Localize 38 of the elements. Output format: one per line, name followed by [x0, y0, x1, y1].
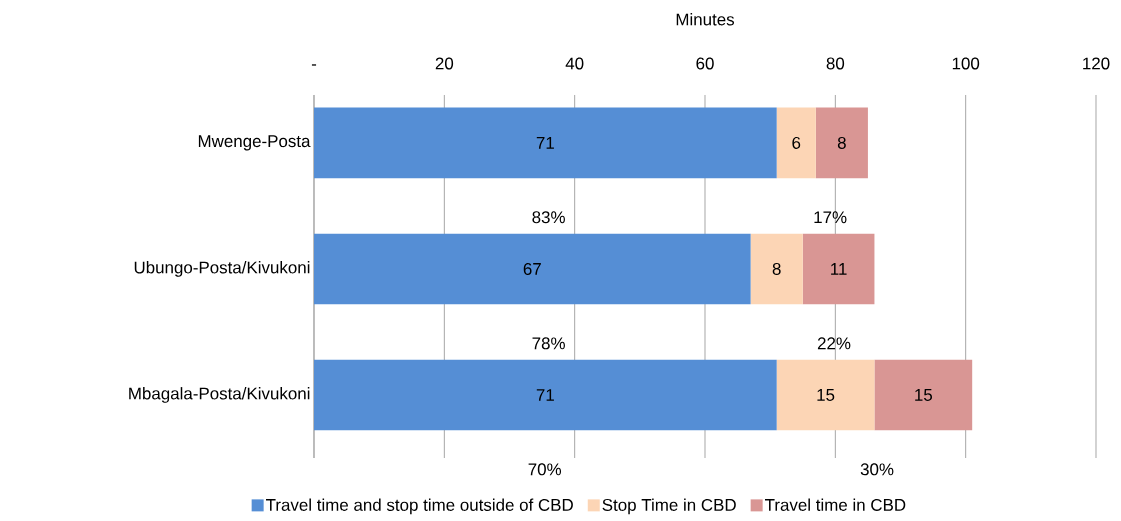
bar — [750, 233, 803, 305]
bar — [815, 107, 868, 179]
y-tick-label: Ubungo-Posta/Kivukoni — [134, 261, 310, 277]
x-axis-title: Minutes — [676, 13, 735, 26]
data-label: 6 — [792, 136, 801, 149]
y-tick-label: Mbagala-Posta/Kivukoni — [129, 387, 310, 403]
data-label: 67 — [523, 262, 541, 275]
bar — [776, 107, 816, 179]
annotation: 78% — [532, 337, 565, 350]
legend-label: Travel time in CBD — [765, 498, 906, 511]
x-tick-label: - — [311, 64, 317, 66]
data-label: 8 — [837, 136, 846, 149]
bar — [776, 359, 875, 431]
x-tick-label: 120 — [1083, 57, 1110, 70]
bar — [314, 233, 751, 305]
data-label: 8 — [772, 262, 781, 275]
x-tick-label: 100 — [952, 57, 980, 70]
x-tick-label: 20 — [435, 57, 454, 70]
bar — [314, 107, 777, 179]
x-tick-label: 60 — [696, 57, 714, 70]
data-label: 15 — [915, 389, 933, 401]
x-tick-label: 80 — [826, 57, 845, 70]
text: 30% — [860, 463, 894, 476]
data-label: 71 — [536, 389, 554, 401]
y-tick-label: Mwenge-Posta — [198, 135, 311, 151]
text: 70% — [528, 463, 562, 476]
x-tick-label: 40 — [565, 57, 584, 70]
bar — [314, 359, 777, 431]
data-label: 11 — [831, 263, 847, 275]
bar — [874, 359, 973, 431]
bar — [802, 233, 875, 305]
data-label: 71 — [536, 137, 554, 149]
annotation: 83% — [532, 211, 565, 224]
legend-label: Stop Time in CBD — [602, 498, 736, 515]
data-label: 15 — [817, 389, 835, 401]
legend-label: Travel time and stop time outside of CBD — [266, 498, 573, 515]
annotation: 22% — [817, 337, 851, 350]
annotation: 17% — [814, 211, 847, 224]
